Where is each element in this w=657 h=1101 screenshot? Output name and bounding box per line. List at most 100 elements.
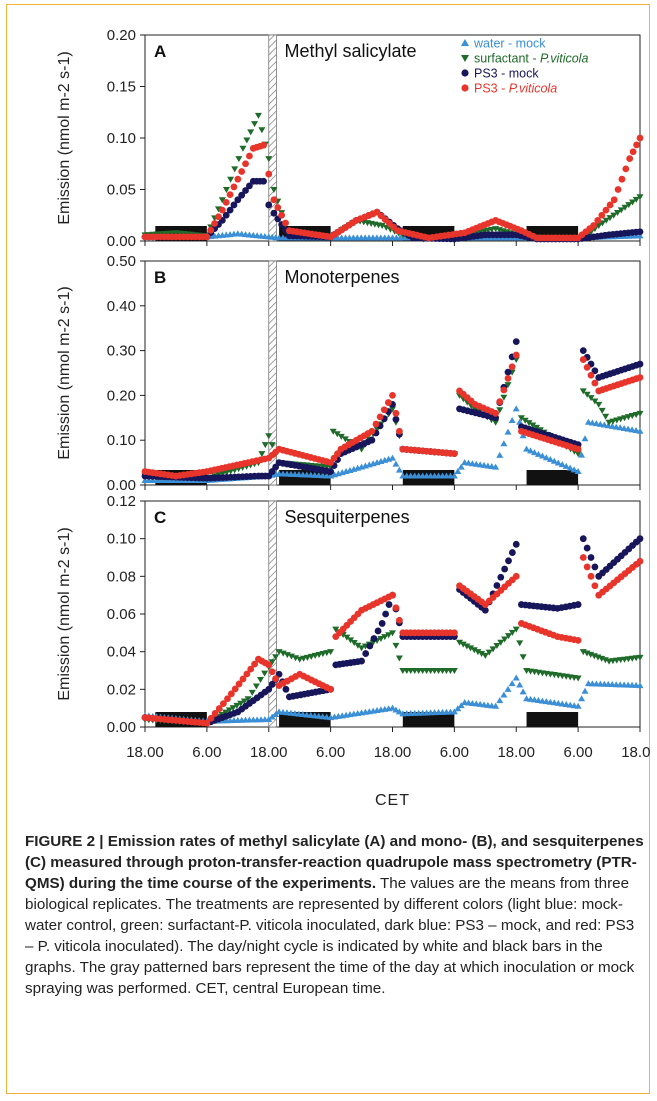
data-point bbox=[579, 347, 587, 354]
data-point bbox=[500, 691, 508, 698]
data-point bbox=[583, 391, 591, 398]
legend-marker bbox=[461, 69, 469, 77]
data-point bbox=[525, 420, 533, 427]
data-point bbox=[278, 211, 286, 219]
data-point bbox=[265, 715, 273, 722]
data-point bbox=[261, 442, 269, 449]
data-point bbox=[362, 650, 370, 657]
data-point bbox=[591, 563, 599, 571]
data-point bbox=[231, 166, 239, 173]
data-point bbox=[265, 433, 273, 440]
data-point bbox=[595, 223, 603, 230]
data-point bbox=[562, 462, 570, 469]
data-point bbox=[621, 415, 629, 422]
data-point bbox=[583, 563, 591, 571]
data-point bbox=[636, 654, 644, 661]
data-point bbox=[378, 620, 386, 627]
data-point bbox=[238, 168, 246, 175]
data-point bbox=[307, 653, 315, 660]
data-point bbox=[614, 209, 621, 216]
data-point bbox=[395, 655, 403, 662]
data-point bbox=[311, 652, 319, 659]
data-point bbox=[211, 220, 219, 227]
y-tick-label: 0.12 bbox=[107, 493, 136, 510]
data-point bbox=[587, 371, 595, 379]
data-point bbox=[337, 433, 345, 440]
data-point bbox=[512, 338, 520, 346]
data-point bbox=[268, 680, 276, 688]
data-point bbox=[384, 399, 392, 406]
data-point bbox=[470, 647, 478, 654]
data-point bbox=[215, 213, 222, 221]
data-point bbox=[618, 175, 626, 183]
data-point bbox=[222, 211, 230, 219]
data-point bbox=[238, 191, 246, 199]
legend-marker bbox=[461, 39, 469, 46]
data-point bbox=[529, 422, 537, 429]
data-point bbox=[374, 627, 382, 635]
data-point bbox=[327, 468, 335, 475]
data-point bbox=[456, 639, 464, 646]
data-point bbox=[519, 432, 527, 439]
data-point bbox=[382, 610, 390, 618]
x-tick-label: 18.00 bbox=[250, 744, 288, 761]
data-point bbox=[450, 472, 458, 479]
data-point bbox=[504, 368, 512, 376]
data-point bbox=[225, 707, 233, 714]
data-point bbox=[450, 708, 458, 715]
data-point bbox=[534, 450, 542, 457]
figure-caption: FIGURE 2 | Emission rates of methyl sali… bbox=[25, 831, 645, 999]
panel-title: Methyl salicylate bbox=[284, 41, 416, 61]
data-point bbox=[218, 197, 226, 204]
data-point bbox=[624, 414, 632, 421]
data-point bbox=[381, 634, 389, 641]
data-point bbox=[492, 419, 500, 426]
data-point bbox=[574, 468, 582, 475]
data-point bbox=[243, 670, 251, 678]
data-point bbox=[485, 649, 493, 656]
data-point bbox=[496, 451, 504, 458]
data-point bbox=[606, 215, 614, 222]
data-point bbox=[292, 655, 300, 662]
data-point bbox=[617, 207, 625, 214]
data-point bbox=[385, 601, 393, 608]
y-axis-label: Emission (nmol m-2 s-1) bbox=[56, 527, 73, 700]
data-point bbox=[636, 374, 644, 381]
data-point bbox=[227, 468, 235, 475]
legend-label: surfactant - P.viticola bbox=[474, 52, 588, 66]
data-point bbox=[450, 450, 458, 458]
data-point bbox=[327, 649, 335, 656]
data-point bbox=[497, 639, 505, 646]
data-point bbox=[628, 413, 636, 420]
data-point bbox=[229, 705, 237, 712]
data-point bbox=[242, 160, 249, 168]
data-point bbox=[222, 709, 230, 716]
data-point bbox=[457, 463, 465, 470]
x-tick-label: 18.00 bbox=[126, 744, 164, 761]
data-point bbox=[380, 406, 388, 414]
data-point bbox=[554, 459, 562, 466]
x-tick-label: 18.00 bbox=[497, 744, 535, 761]
data-point bbox=[279, 650, 287, 657]
data-point bbox=[389, 591, 396, 599]
y-tick-label: 0.40 bbox=[107, 298, 136, 315]
data-point bbox=[587, 395, 595, 402]
data-point bbox=[527, 447, 535, 454]
x-tick-label: 18.00 bbox=[621, 744, 651, 761]
data-point bbox=[368, 427, 376, 435]
data-point bbox=[258, 451, 266, 458]
data-point bbox=[341, 436, 349, 443]
data-point bbox=[574, 675, 582, 682]
data-point bbox=[251, 660, 258, 668]
data-point bbox=[508, 629, 516, 636]
panel-letter: B bbox=[154, 268, 166, 287]
data-point bbox=[579, 356, 587, 363]
y-tick-label: 0.00 bbox=[107, 233, 136, 250]
data-point bbox=[240, 698, 248, 705]
legend-label: PS3 - mock bbox=[474, 67, 539, 81]
figure-charts: 0.00 0.05 0.10 0.15 0.20 A Methyl salicylate Em… bbox=[56, 27, 651, 809]
data-point bbox=[521, 417, 529, 424]
legend-marker bbox=[461, 55, 469, 62]
data-point bbox=[636, 232, 644, 239]
data-point bbox=[636, 134, 644, 142]
